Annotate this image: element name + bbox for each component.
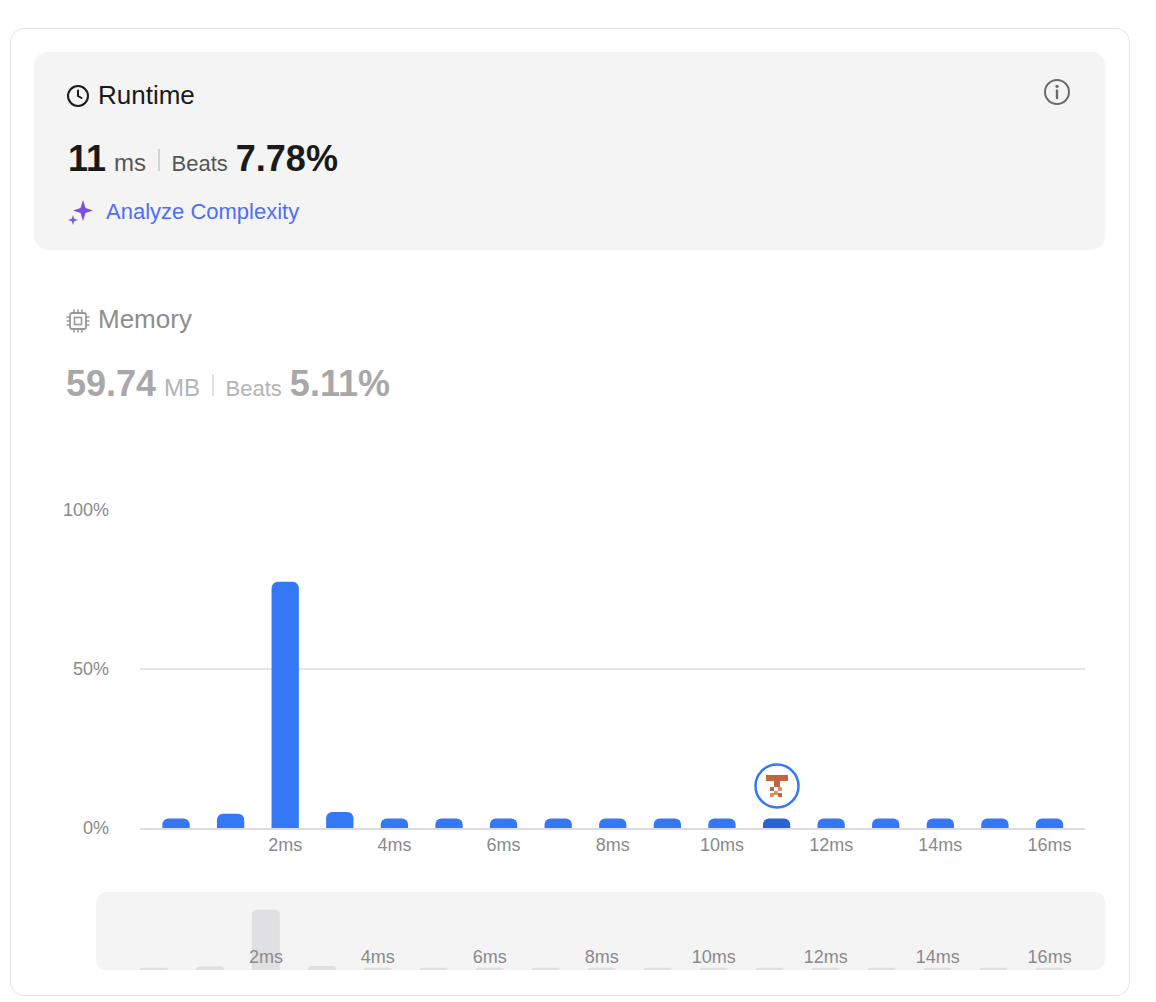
html-text:11 ms: 11 ms bbox=[68, 138, 147, 179]
svg-text:2ms: 2ms bbox=[268, 835, 302, 855]
html-text:Runtime: Runtime bbox=[98, 80, 195, 110]
svg-text:4ms: 4ms bbox=[377, 835, 411, 855]
html-text:Beats 7.78%: Beats 7.78% bbox=[171, 138, 338, 179]
svg-text:14ms: 14ms bbox=[916, 947, 960, 967]
svg-text:100%: 100% bbox=[63, 500, 109, 520]
svg-text:0%: 0% bbox=[83, 818, 109, 838]
svg-text:4ms: 4ms bbox=[361, 947, 395, 967]
svg-text:8ms: 8ms bbox=[596, 835, 630, 855]
html-text:Analyze Complexity: Analyze Complexity bbox=[106, 199, 300, 224]
html-text:Beats 5.11%: Beats 5.11% bbox=[225, 363, 390, 404]
svg-text:10ms: 10ms bbox=[692, 947, 736, 967]
html-text:Memory: Memory bbox=[98, 304, 192, 334]
svg-text:6ms: 6ms bbox=[487, 835, 521, 855]
svg-text:8ms: 8ms bbox=[585, 947, 619, 967]
svg-text:14ms: 14ms bbox=[918, 835, 962, 855]
svg-text:50%: 50% bbox=[73, 659, 109, 679]
svg-text:2ms: 2ms bbox=[249, 947, 283, 967]
svg-text:16ms: 16ms bbox=[1028, 835, 1072, 855]
html-text:59.74 MB: 59.74 MB bbox=[66, 363, 201, 404]
svg-text:12ms: 12ms bbox=[809, 835, 853, 855]
svg-text:16ms: 16ms bbox=[1028, 947, 1072, 967]
svg-text:10ms: 10ms bbox=[700, 835, 744, 855]
svg-text:12ms: 12ms bbox=[804, 947, 848, 967]
svg-text:6ms: 6ms bbox=[473, 947, 507, 967]
